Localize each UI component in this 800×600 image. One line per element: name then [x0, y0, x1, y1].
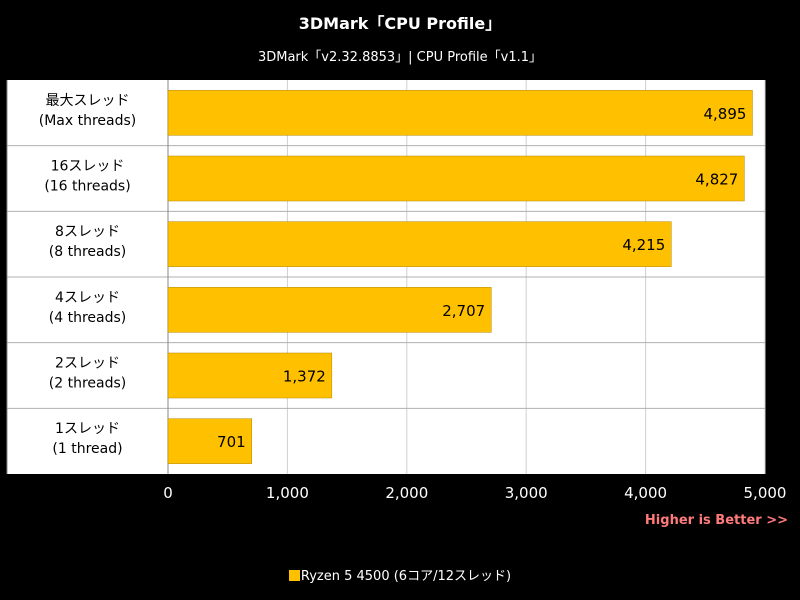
x-tick-label: 3,000	[505, 484, 548, 502]
legend-swatch	[288, 570, 300, 581]
chart-subtitle: 3DMark「v2.32.8853」| CPU Profile「v1.1」	[257, 50, 543, 65]
value-label: 701	[217, 433, 246, 451]
x-tick-label: 1,000	[266, 484, 309, 502]
bar	[167, 287, 492, 333]
category-label: 最大スレッド(Max threads)	[39, 93, 137, 129]
category-label: 2スレッド(2 threads)	[49, 356, 126, 392]
bar	[167, 221, 672, 267]
category-label: 8スレッド(8 threads)	[49, 224, 126, 260]
bar	[167, 155, 745, 202]
chart-title: 3DMark「CPU Profile」	[298, 14, 502, 33]
value-label: 4,215	[622, 236, 665, 254]
value-label: 1,372	[283, 368, 326, 386]
x-tick-label: 0	[163, 484, 173, 502]
legend: Ryzen 5 4500 (6コア/12スレッド)	[0, 565, 800, 584]
legend-label: Ryzen 5 4500 (6コア/12スレッド)	[300, 569, 512, 584]
value-label: 4,827	[695, 171, 738, 189]
value-label: 4,895	[704, 105, 747, 123]
value-label: 2,707	[442, 302, 485, 320]
higher-is-better-note: Higher is Better >>	[644, 513, 788, 528]
category-label: 4スレッド(4 threads)	[49, 290, 126, 326]
x-tick-label: 4,000	[624, 484, 667, 502]
x-tick-label: 5,000	[744, 484, 787, 502]
bar	[167, 90, 753, 136]
bar	[167, 418, 252, 464]
category-label: 16スレッド(16 threads)	[44, 159, 130, 195]
category-label: 1スレッド(1 thread)	[52, 421, 122, 457]
bar	[167, 352, 333, 399]
x-tick-label: 2,000	[385, 484, 428, 502]
